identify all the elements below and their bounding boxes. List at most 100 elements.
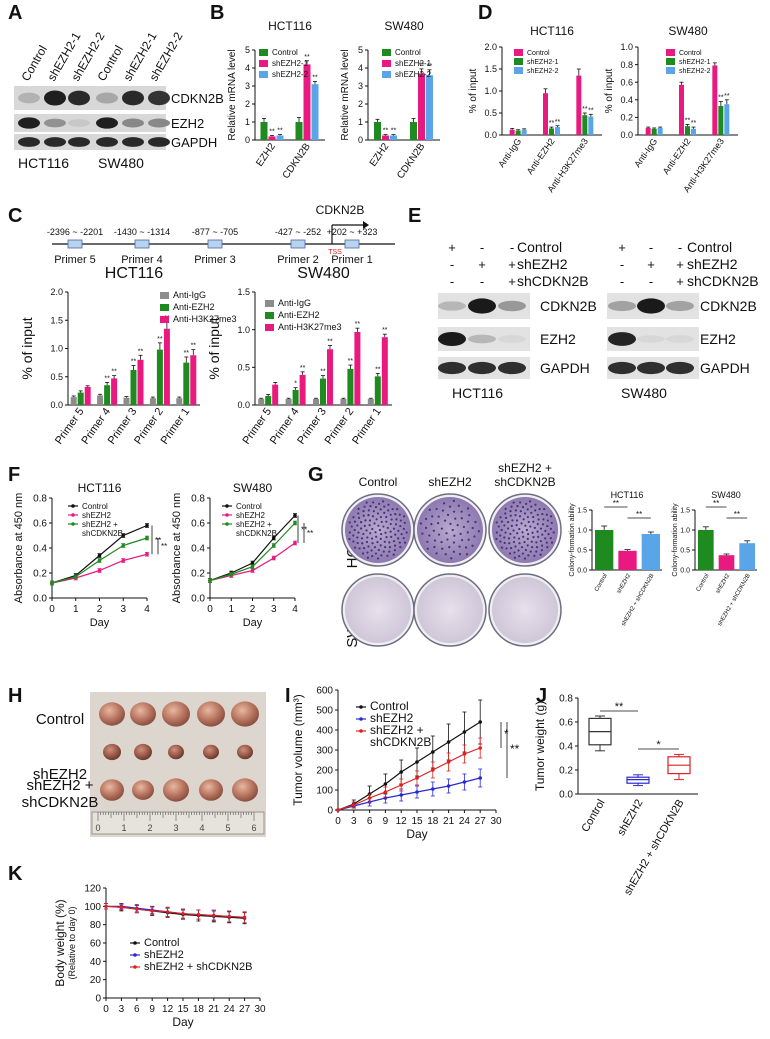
x-tick-label: 12 [162,1004,174,1015]
colony-dot [495,531,498,534]
data-point [415,760,419,764]
colony-dot [503,541,506,545]
colony-dot [369,505,372,508]
x-tick-label: 0 [335,816,341,827]
blot-band [666,361,694,375]
colony-dot [535,541,538,544]
bar [84,386,91,405]
data-point [181,912,185,916]
colony-dot [379,508,382,511]
colony-dot [457,504,460,507]
chart-title: HCT116 [78,481,122,495]
blot-band [637,361,665,375]
y-tick-label: 0.5 [237,362,250,372]
y-tick-label: 5 [245,45,250,55]
colony-dot [509,514,512,517]
y-tick-label: 60 [90,939,102,950]
colony-dot [368,524,371,527]
data-point [166,910,170,914]
bar [258,398,265,405]
colony-dot [350,525,353,528]
blot-band [96,117,118,129]
panel-label-J: J [536,685,547,707]
colony-dot [431,515,434,518]
band-label: CDKN2B [700,298,757,314]
colony-dot [504,531,507,534]
y-tick-label: 0.0 [577,567,587,574]
colony-dot [433,545,436,549]
colony-dot [550,541,554,544]
group-label: shEZH2 [33,766,87,783]
colony-area [417,577,483,643]
y-axis-label: Absorbance at 450 nm [171,493,183,604]
tumor [231,701,259,727]
colony-dot [348,531,351,534]
data-point [462,780,467,784]
colony-dot [524,524,527,527]
x-tick-label: 4 [144,604,150,615]
colony-dot [385,536,388,539]
x-tick-label: 6 [134,1004,140,1015]
colony-dot [441,547,444,550]
tumor [163,778,189,802]
colony-dot [394,523,398,526]
colony-dot [531,531,534,534]
colony-dot [397,529,400,532]
legend-label: shEZH2-2 [272,70,309,79]
y-axis-label: % of input [468,69,479,114]
legend-swatch [382,49,391,56]
colony-dot [458,545,461,548]
colony-dot [370,549,373,552]
significance-mark: ** [613,499,619,508]
bar [382,135,389,140]
legend-marker [225,522,229,526]
colony-dot [353,528,356,532]
bar [543,93,548,135]
x-tick-label: 1 [73,604,79,615]
panel-C-schematic: -2396 ~ -2201 Primer 5 -1430 ~ -1314 Primer… [47,203,395,266]
legend-label: Control [395,48,421,57]
data-point [227,914,231,919]
data-point [462,730,467,734]
x-tick-label: 21 [443,816,455,827]
colony-dot [399,519,402,522]
colony-dot [515,524,518,527]
y-tick-label: 0 [95,994,101,1005]
colony-dot [546,524,549,528]
colony-dot [456,524,459,527]
primer-name: Primer 4 [121,254,163,266]
blot-band [468,298,496,314]
bar [374,376,381,405]
treatment-sign: + [676,257,684,272]
tumor [197,701,225,727]
colony-dot [397,537,400,540]
blot-band [637,335,665,343]
x-tick-label: 4 [292,604,298,615]
colony-dot [426,540,429,543]
y-tick-label: 0.0 [484,130,497,140]
treatment-sign: + [618,240,626,255]
bar [418,73,425,140]
colony-dot [433,539,437,542]
y-tick-label: 1.0 [237,325,250,335]
bar [724,104,730,135]
data-point [50,581,54,585]
colony-dot [527,554,530,557]
y-tick-label: 0.0 [191,594,205,605]
colony-dot [499,540,502,543]
data-point [293,541,297,545]
colony-dot [452,550,455,553]
colony-dot [550,521,553,524]
colony-dot [526,544,529,547]
colony-dot [357,507,360,510]
legend-label: shEZH2 + shCDKN2B [144,961,253,973]
legend-swatch [259,49,268,56]
y-tick-label: 1.0 [680,527,690,534]
legend-label: shEZH2 [236,511,265,520]
colony-dot [352,516,355,519]
colony-dot [543,507,546,511]
colony-dot [500,528,503,532]
significance-mark: ** [312,75,318,82]
colony-dot [518,542,521,545]
colony-dot [421,532,424,535]
